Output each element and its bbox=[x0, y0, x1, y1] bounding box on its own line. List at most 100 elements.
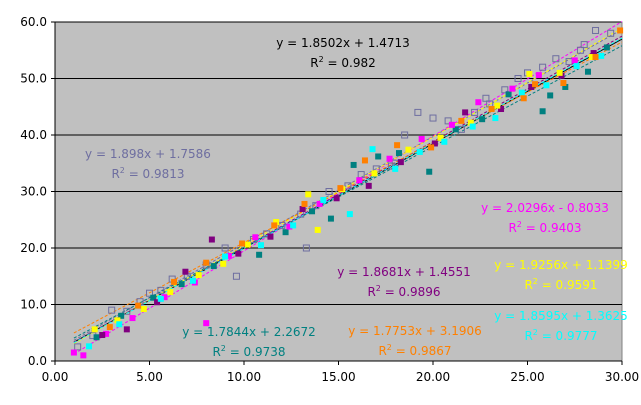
data-point bbox=[210, 263, 217, 270]
data-point bbox=[492, 115, 499, 122]
data-point bbox=[203, 320, 210, 327]
data-point bbox=[320, 196, 327, 203]
data-point bbox=[494, 102, 501, 109]
trendline-equation: y = 1.9256x + 1.1399 bbox=[494, 258, 628, 272]
trendline-equation: y = 1.7753x + 3.1906 bbox=[348, 324, 482, 338]
trendline-r2: R2 = 0.9591 bbox=[524, 277, 597, 292]
data-point bbox=[337, 185, 344, 192]
data-point bbox=[74, 343, 82, 351]
data-point bbox=[80, 352, 87, 359]
data-point bbox=[560, 80, 567, 87]
data-point bbox=[118, 312, 125, 319]
data-point bbox=[146, 289, 153, 297]
data-point bbox=[592, 54, 599, 61]
data-point bbox=[302, 244, 310, 252]
trendline-equation: y = 1.7844x + 2.2672 bbox=[182, 325, 316, 339]
data-point bbox=[154, 299, 161, 306]
data-point bbox=[571, 57, 578, 64]
data-point bbox=[429, 114, 437, 122]
data-point bbox=[448, 121, 455, 128]
data-point bbox=[471, 108, 479, 116]
data-point bbox=[392, 165, 399, 172]
data-point bbox=[562, 83, 569, 90]
data-point bbox=[182, 268, 189, 275]
data-point bbox=[475, 99, 482, 106]
data-point bbox=[93, 334, 100, 341]
data-point bbox=[428, 144, 435, 151]
trendline-equation: y = 2.0296x - 0.8033 bbox=[481, 201, 609, 215]
data-point bbox=[135, 302, 142, 309]
data-point bbox=[394, 142, 401, 149]
data-point bbox=[256, 251, 263, 258]
data-point bbox=[526, 70, 533, 77]
data-point bbox=[532, 81, 539, 88]
data-point bbox=[482, 94, 490, 102]
data-point bbox=[426, 168, 433, 175]
y-tick-label: 20.0 bbox=[20, 241, 47, 255]
data-point bbox=[441, 138, 448, 145]
trendline-labels: y = 1.8502x + 1.4713 R2 = 0.982 y = 1.898x… bbox=[85, 36, 628, 359]
data-point bbox=[444, 117, 452, 125]
data-point bbox=[418, 135, 425, 142]
data-point bbox=[123, 326, 130, 333]
data-point bbox=[543, 82, 550, 89]
data-point bbox=[221, 244, 229, 252]
trendline-r2: R2 = 0.9738 bbox=[212, 344, 285, 359]
data-point bbox=[220, 260, 227, 267]
data-point bbox=[161, 294, 168, 301]
trendline bbox=[73, 27, 623, 345]
data-point bbox=[552, 55, 560, 63]
trendline-r2: R2 = 0.9777 bbox=[524, 328, 597, 343]
data-point bbox=[140, 306, 147, 313]
data-point bbox=[208, 236, 215, 243]
data-point bbox=[369, 146, 376, 153]
x-tick-label: 20.00 bbox=[416, 370, 450, 384]
data-point bbox=[350, 161, 357, 168]
data-point bbox=[278, 221, 286, 229]
trendline-equation: y = 1.8502x + 1.4713 bbox=[276, 36, 410, 50]
data-point bbox=[488, 106, 495, 113]
data-point bbox=[86, 343, 93, 350]
data-point bbox=[314, 226, 321, 233]
data-point bbox=[106, 324, 113, 331]
data-point bbox=[91, 326, 98, 333]
data-point bbox=[547, 92, 554, 99]
data-point bbox=[375, 153, 382, 160]
data-point bbox=[431, 140, 438, 147]
data-point bbox=[518, 89, 525, 96]
y-tick-label: 50.0 bbox=[20, 72, 47, 86]
data-point bbox=[325, 188, 333, 195]
data-point bbox=[195, 272, 202, 279]
data-points bbox=[70, 26, 624, 359]
trendline-equation: y = 1.898x + 1.7586 bbox=[85, 147, 211, 161]
data-point bbox=[603, 44, 610, 51]
data-point bbox=[273, 219, 280, 226]
data-point bbox=[607, 29, 615, 37]
data-point bbox=[458, 117, 465, 124]
data-point bbox=[528, 83, 535, 90]
data-point bbox=[386, 155, 393, 162]
data-point bbox=[299, 206, 306, 213]
data-point bbox=[414, 108, 422, 116]
data-point bbox=[150, 294, 157, 301]
data-point bbox=[365, 182, 372, 189]
y-tick-label: 40.0 bbox=[20, 128, 47, 142]
data-point bbox=[416, 148, 423, 155]
data-point bbox=[327, 215, 334, 222]
data-point bbox=[592, 26, 600, 34]
data-point bbox=[70, 349, 77, 356]
data-point bbox=[401, 131, 409, 139]
data-point bbox=[462, 109, 469, 116]
data-point bbox=[108, 306, 116, 314]
data-point bbox=[539, 63, 547, 71]
data-point bbox=[520, 95, 527, 102]
data-point bbox=[617, 27, 624, 34]
data-point bbox=[244, 241, 251, 248]
y-tick-label: 0.0 bbox=[28, 354, 47, 368]
data-point bbox=[189, 277, 196, 284]
data-point bbox=[479, 116, 486, 123]
data-point bbox=[573, 63, 580, 70]
trendline bbox=[73, 45, 623, 339]
